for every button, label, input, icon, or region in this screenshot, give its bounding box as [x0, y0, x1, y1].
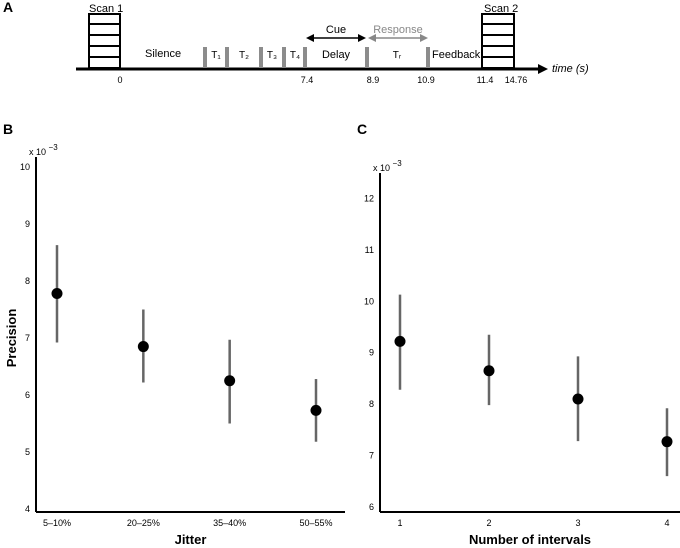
feedback-label: Feedback: [432, 49, 481, 61]
x-tick-label: 35–40%: [213, 518, 246, 528]
y-tick-label: 7: [369, 451, 374, 461]
y-tick-label: 6: [25, 390, 30, 400]
data-point: [310, 404, 322, 416]
y-scale-exponent: −3: [393, 159, 403, 168]
time-axis-label: time (s): [552, 63, 589, 75]
y-tick-label: 8: [25, 276, 30, 286]
x-tick-label: 50–55%: [299, 518, 332, 528]
panel-a: A Scan 1 Scan 2 time (s): [3, 0, 589, 85]
time-axis-arrowhead: [538, 64, 548, 74]
data-point: [483, 365, 495, 377]
time-tick-8.9: 8.9: [367, 75, 380, 85]
y-scale-exponent: −3: [49, 143, 59, 152]
y-tick-label: 8: [369, 399, 374, 409]
marker: [225, 47, 229, 68]
marker: [365, 47, 369, 68]
interval-label-4: T₄: [290, 50, 300, 61]
interval-label-2: T₂: [239, 50, 249, 61]
silence-label: Silence: [145, 48, 181, 60]
scan2-stack: [481, 13, 515, 69]
y-tick-label: 10: [364, 296, 374, 306]
y-scale-label: x 10 −3: [29, 143, 58, 157]
marker: [203, 47, 207, 68]
marker: [282, 47, 286, 68]
time-tick-14.76: 14.76: [505, 75, 528, 85]
x-tick-label: 3: [575, 518, 580, 528]
x-tick-label: 20–25%: [127, 518, 160, 528]
interval-label-3: T₃: [267, 50, 277, 61]
chart-precision-vs-jitter: x 10 −3 4 5 6 7 8 9 10 5–10% 20–25% 35–40% 50–55% Ji…: [4, 143, 345, 547]
response-arrow: [368, 34, 428, 42]
panel-b-label: B: [3, 121, 13, 137]
y-tick-label: 6: [369, 502, 374, 512]
data-point: [661, 436, 673, 448]
interval-markers: [203, 47, 430, 68]
interval-label-1: T₁: [211, 50, 221, 61]
marker: [303, 47, 307, 68]
time-tick-11.4: 11.4: [477, 75, 494, 85]
cue-label: Cue: [326, 24, 346, 36]
y-tick-label: 7: [25, 333, 30, 343]
data-point: [51, 288, 63, 300]
tr-label: Tᵣ: [393, 50, 402, 61]
x-tick-label: 2: [486, 518, 491, 528]
y-tick-label: 9: [25, 219, 30, 229]
y-tick-label: 4: [25, 504, 30, 514]
data-point: [224, 375, 236, 387]
scan1-stack: [88, 13, 121, 69]
scan1-label: Scan 1: [89, 3, 123, 15]
scan2-label: Scan 2: [484, 3, 518, 15]
x-tick-label: 4: [664, 518, 669, 528]
panel-c-label: C: [357, 121, 367, 137]
panel-a-label: A: [3, 0, 13, 15]
y-tick-label: 9: [369, 348, 374, 358]
y-scale-label: x 10 −3: [373, 159, 402, 173]
marker: [426, 47, 430, 68]
delay-label: Delay: [322, 49, 351, 61]
x-axis-title: Number of intervals: [469, 532, 591, 547]
y-axis-title: Precision: [4, 309, 19, 368]
response-label: Response: [373, 24, 423, 36]
y-tick-label: 10: [20, 162, 30, 172]
y-tick-label: 11: [365, 245, 374, 255]
x-axis-title: Jitter: [175, 532, 207, 547]
x-tick-label: 5–10%: [43, 518, 71, 528]
time-tick-7.4: 7.4: [301, 75, 314, 85]
x-tick-label: 1: [397, 518, 402, 528]
y-tick-label: 5: [25, 447, 30, 457]
time-tick-10.9: 10.9: [417, 75, 435, 85]
data-point: [137, 341, 149, 353]
time-tick-0: 0: [117, 75, 122, 85]
cue-arrow: [306, 34, 366, 42]
data-point: [572, 393, 584, 405]
marker: [259, 47, 263, 68]
y-tick-label: 12: [364, 193, 374, 203]
data-point: [394, 335, 406, 347]
